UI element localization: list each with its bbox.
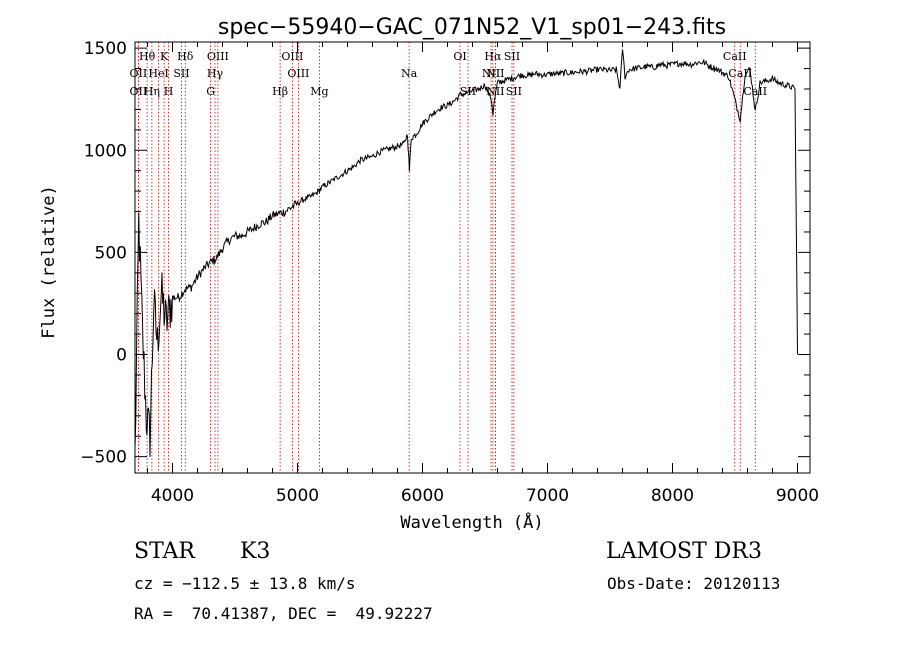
line-label: OIII (207, 50, 229, 63)
y-tick-label: 1000 (84, 141, 127, 161)
line-label: SII (506, 85, 522, 98)
y-axis-label: Flux (relative) (39, 185, 59, 339)
y-tick-label: 0 (116, 346, 127, 366)
line-label: CaII (743, 85, 767, 98)
chart-title: spec−55940−GAC_071N52_V1_sp01−243.fits (218, 15, 726, 40)
line-label: NII (486, 67, 504, 80)
plot-frame (134, 41, 811, 474)
y-tick-label: 500 (95, 243, 127, 263)
line-label: Mg (310, 85, 328, 98)
line-label: HeI (148, 67, 168, 80)
line-label: Hθ (139, 50, 156, 63)
y-tick-label: −500 (80, 448, 127, 468)
line-label: OIII (287, 67, 309, 80)
line-label: OI (453, 50, 466, 63)
line-label: Hβ (272, 85, 288, 98)
spectrum-line (134, 49, 798, 457)
x-axis-ticks: 4000 5000 6000 7000 8000 9000 (147, 42, 819, 506)
x-axis-label: Wavelength (Å) (400, 511, 543, 533)
line-label: Hγ (207, 67, 224, 80)
line-label: CaII (728, 67, 752, 80)
line-label: K (160, 50, 169, 63)
x-tick-label: 5000 (276, 486, 319, 506)
line-label: SII (173, 67, 189, 80)
x-tick-label: 4000 (151, 486, 194, 506)
line-label: CaII (723, 50, 747, 63)
line-label: Na (401, 67, 418, 80)
x-tick-label: 6000 (401, 486, 444, 506)
line-label: NII (482, 67, 500, 80)
object-class: STAR (134, 539, 195, 564)
line-label: SII (504, 50, 520, 63)
object-subclass: K3 (240, 539, 271, 564)
y-tick-label: 1500 (84, 39, 127, 59)
line-label: Hδ (177, 50, 194, 63)
y-axis-ticks: −500 0 500 1000 1500 (80, 39, 810, 468)
coordinates: RA = 70.41387, DEC = 49.92227 (134, 604, 433, 623)
line-label: G (206, 85, 215, 98)
x-tick-label: 9000 (776, 486, 819, 506)
cz-value: cz = −112.5 ± 13.8 km/s (134, 574, 356, 593)
line-label: OIII (281, 50, 303, 63)
x-tick-label: 7000 (526, 486, 569, 506)
line-label: Hα (484, 50, 502, 63)
obs-date: Obs-Date: 20120113 (607, 574, 781, 593)
line-label: OII (130, 85, 148, 98)
line-label: OII (130, 67, 148, 80)
survey-label: LAMOST DR3 (606, 539, 762, 564)
x-tick-label: 8000 (651, 486, 694, 506)
line-label: H (164, 85, 174, 98)
line-label: Hη (144, 85, 160, 98)
